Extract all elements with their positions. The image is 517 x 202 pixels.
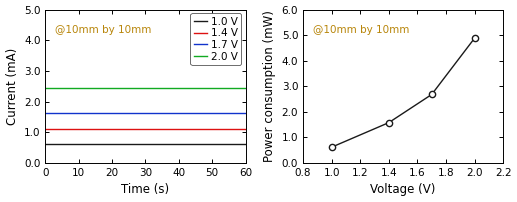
X-axis label: Time (s): Time (s)	[121, 183, 170, 196]
Y-axis label: Power consumption (mW): Power consumption (mW)	[263, 10, 276, 162]
Text: @10mm by 10mm: @10mm by 10mm	[313, 25, 409, 35]
X-axis label: Voltage (V): Voltage (V)	[370, 183, 436, 196]
Y-axis label: Current (mA): Current (mA)	[6, 48, 19, 125]
Legend: 1.0 V, 1.4 V, 1.7 V, 2.0 V: 1.0 V, 1.4 V, 1.7 V, 2.0 V	[190, 13, 241, 65]
Text: @10mm by 10mm: @10mm by 10mm	[55, 25, 152, 35]
